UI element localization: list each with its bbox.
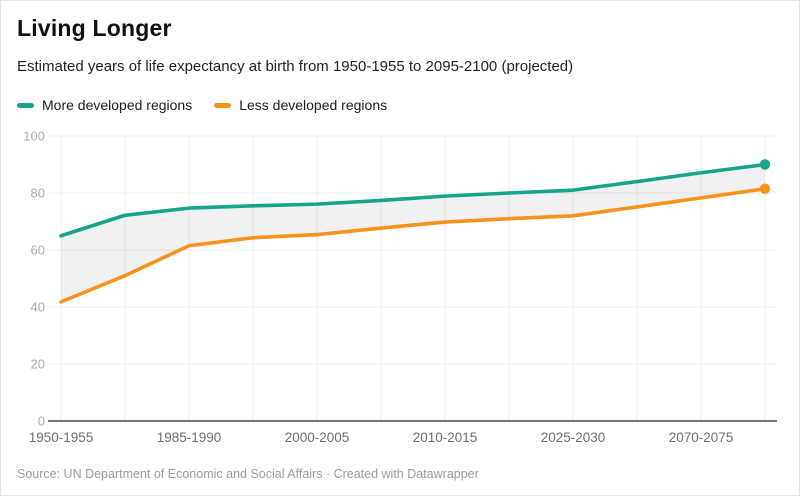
series-end-dot-less-developed (759, 183, 771, 194)
series-line-less-developed (59, 186, 767, 304)
source-note: Source: UN Department of Economic and So… (17, 467, 479, 481)
y-axis-tick-label: 0 (38, 414, 45, 429)
y-axis-tick-label: 40 (31, 300, 45, 315)
x-axis-tick-label: 2010-2015 (413, 430, 478, 445)
x-axis-tick-label: 2025-2030 (541, 430, 606, 445)
chart-subtitle: Estimated years of life expectancy at bi… (17, 58, 574, 75)
chart-title: Living Longer (17, 15, 172, 41)
y-axis-tick-label: 60 (31, 243, 45, 258)
life-expectancy-line-chart: 0 20 40 60 80 100 1950-1955 1985-1990 2000-2005 2… (23, 129, 777, 445)
legend-swatch-less-developed-icon (214, 102, 232, 108)
x-axis-tick-label: 1985-1990 (157, 430, 222, 445)
legend-swatch-more-developed-icon (17, 102, 34, 108)
series-line-more-developed (59, 162, 767, 238)
legend-label-more-developed: More developed regions (42, 97, 193, 113)
x-axis-tick-label: 2000-2005 (285, 430, 350, 445)
legend-label-less-developed: Less developed regions (239, 97, 388, 113)
x-axis-tick-label: 1950-1955 (29, 430, 94, 445)
legend: More developed regions Less developed re… (17, 97, 387, 113)
legend-item-less-developed: Less developed regions (214, 97, 387, 113)
legend-item-more-developed: More developed regions (17, 97, 192, 113)
y-axis-tick-label: 20 (31, 357, 45, 372)
area-between-lines (61, 164, 765, 302)
series-end-dot-more-developed (759, 159, 771, 170)
y-axis-tick-label: 100 (23, 129, 45, 144)
y-axis-tick-label: 80 (31, 186, 45, 201)
x-axis-tick-label: 2070-2075 (669, 430, 734, 445)
